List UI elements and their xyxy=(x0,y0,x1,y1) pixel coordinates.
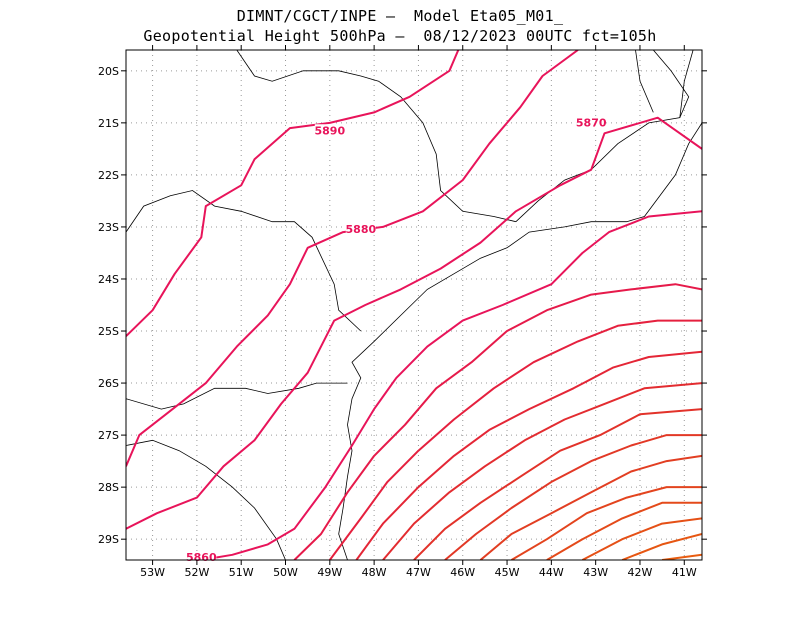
lon-tick-label: 46W xyxy=(450,566,475,579)
lat-tick-label: 27S xyxy=(98,429,119,442)
lon-tick-label: 52W xyxy=(184,566,209,579)
lon-tick-label: 49W xyxy=(317,566,342,579)
lon-tick-label: 48W xyxy=(362,566,387,579)
lon-tick-label: 42W xyxy=(628,566,653,579)
lon-tick-label: 50W xyxy=(273,566,298,579)
contour-line xyxy=(126,50,579,467)
contour-label: 5890 xyxy=(315,124,346,137)
border-coastline xyxy=(338,122,702,560)
title-line-2: Geopotential Height 500hPa – 08/12/2023 … xyxy=(143,27,657,45)
contour-line xyxy=(479,454,702,560)
axis-ticks: 53W 52W 51W 50W 49W 48W 47W 46W 45W 44W 43W 42W 41W 2… xyxy=(98,45,707,579)
contour-label: 5870 xyxy=(576,116,607,129)
contour-line xyxy=(126,116,702,530)
lon-tick-label: 47W xyxy=(406,566,431,579)
contour-label-bg xyxy=(314,124,345,137)
border-state-4 xyxy=(236,50,516,223)
contour-line xyxy=(444,434,702,560)
lon-tick-label: 53W xyxy=(140,566,165,579)
border-state-7 xyxy=(679,50,694,118)
border-state-2 xyxy=(126,382,348,410)
title-line-1: DIMNT/CGCT/INPE – Model Eta05_M01_ xyxy=(236,7,564,25)
geopotential-contours xyxy=(126,50,702,560)
contour-line xyxy=(126,50,460,337)
lat-tick-label: 23S xyxy=(98,221,119,234)
contour-label: 5860 xyxy=(186,551,217,564)
lon-tick-label: 44W xyxy=(539,566,564,579)
lon-tick-label: 41W xyxy=(672,566,697,579)
lon-tick-label: 51W xyxy=(229,566,254,579)
lat-tick-label: 24S xyxy=(98,273,119,286)
coastline-and-borders xyxy=(126,50,702,560)
contour-line xyxy=(510,486,702,560)
contour-line xyxy=(382,382,702,560)
contour-line xyxy=(328,319,702,560)
contour-label-bg xyxy=(576,116,607,129)
contour-line xyxy=(201,210,702,560)
contour-line xyxy=(581,517,702,560)
lat-tick-label: 20S xyxy=(98,65,119,78)
border-state-6 xyxy=(635,50,654,113)
contour-line xyxy=(546,501,702,560)
contour-line xyxy=(621,533,702,560)
lat-tick-label: 22S xyxy=(98,169,119,182)
lon-tick-label: 43W xyxy=(583,566,608,579)
lat-tick-label: 28S xyxy=(98,481,119,494)
contour-line xyxy=(293,283,702,560)
grid-lines xyxy=(126,50,702,560)
lon-tick-label: 45W xyxy=(495,566,520,579)
contour-line xyxy=(413,408,702,560)
lat-tick-label: 26S xyxy=(98,377,119,390)
contour-line xyxy=(661,553,702,560)
lat-tick-label: 21S xyxy=(98,117,119,130)
contour-label: 5880 xyxy=(346,223,377,236)
contour-line xyxy=(355,350,702,560)
lat-tick-label: 29S xyxy=(98,533,119,546)
plot-frame xyxy=(125,49,703,561)
contour-label-bg xyxy=(345,223,376,236)
contour-labels: 5890 5880 5870 5860 xyxy=(186,116,607,564)
lat-tick-label: 25S xyxy=(98,325,119,338)
border-state-1 xyxy=(126,190,362,332)
border-state-3 xyxy=(126,439,286,560)
